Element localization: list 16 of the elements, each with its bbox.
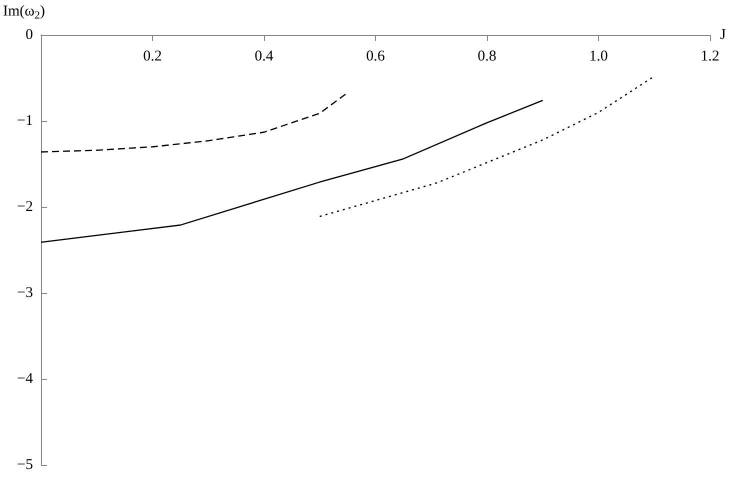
line-series [40, 100, 544, 243]
x-tick-label: 1.0 [589, 48, 608, 64]
line-series [319, 76, 655, 218]
y-tick-label: 0 [26, 27, 33, 43]
x-tick-label: 0.6 [366, 48, 386, 64]
y-tick-label: −5 [17, 457, 33, 473]
line-series [40, 92, 348, 153]
y-tick-label: −1 [17, 113, 33, 129]
y-tick-label: −4 [17, 371, 34, 387]
x-tick-label: 0.4 [254, 48, 274, 64]
x-axis-title: J [720, 27, 726, 43]
x-tick-label: 0.2 [143, 48, 162, 64]
x-tick-label: 1.2 [700, 48, 720, 64]
y-tick-label: −2 [17, 199, 33, 215]
x-tick-label: 0.8 [478, 48, 496, 64]
y-tick-label: −3 [17, 285, 33, 301]
